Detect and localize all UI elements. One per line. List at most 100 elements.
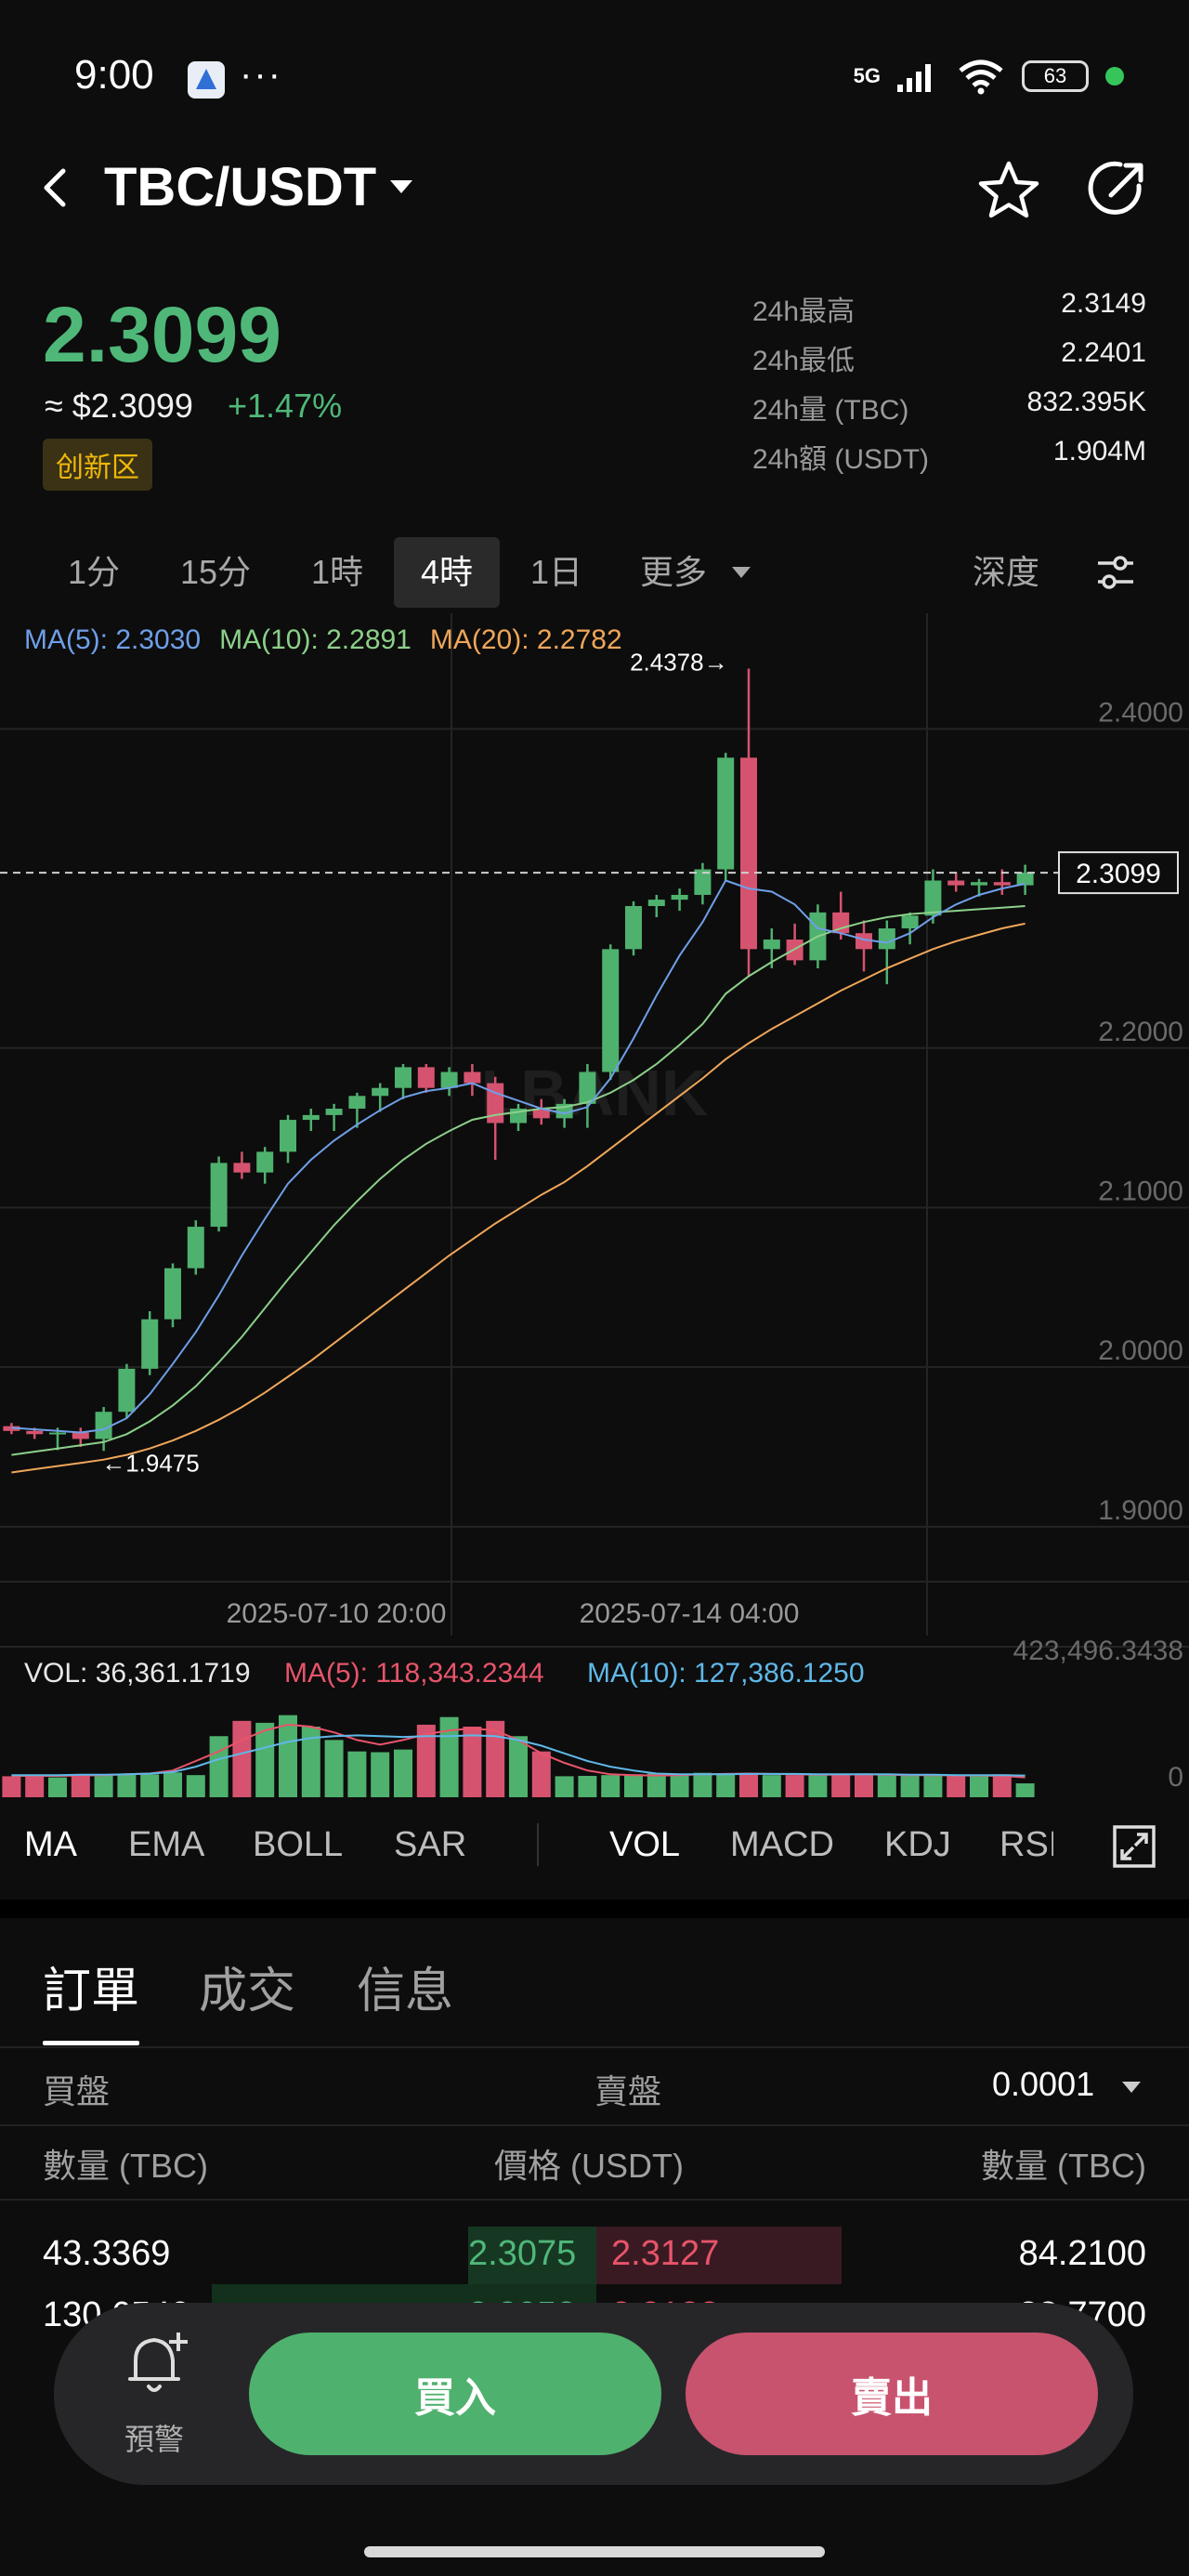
zone-badge: 创新区 [43,439,152,491]
chevron-down-icon[interactable] [732,567,751,578]
ask-label: 賣盤 [594,2072,662,2110]
indicator-ma[interactable]: MA [24,1825,77,1864]
volume-bar [2,1776,21,1797]
alert-label[interactable]: 預警 [124,2423,185,2456]
tab-1m[interactable]: 1分 [67,553,121,591]
tab-1h[interactable]: 1時 [310,553,364,591]
candle-body [924,880,942,916]
volume-bar [992,1774,1012,1797]
volume-bar [877,1774,896,1797]
candle-body [348,1096,366,1110]
ask-qty-header: 數量 (TBC) [981,2147,1146,2185]
volume-bar [855,1775,873,1797]
volume-bar [739,1774,758,1797]
tab-15m[interactable]: 15分 [179,553,252,591]
divider [0,2124,1189,2126]
volume-bar [163,1772,182,1797]
fullscreen-icon[interactable] [1111,1823,1157,1870]
volume-bar [347,1751,367,1797]
volume-bar [209,1736,229,1797]
indicator-sar[interactable]: SAR [394,1825,467,1864]
price-change: +1.47% [228,387,343,425]
tab-more[interactable]: 更多 [639,553,707,591]
chevron-down-icon[interactable] [390,180,412,193]
buy-button[interactable]: 買入 [249,2333,661,2455]
pair-selector[interactable]: TBC/USDT [104,157,377,217]
network-label: 5G [853,64,881,87]
indicator-ema[interactable]: EMA [128,1825,205,1864]
stat-row: 24h量 (TBC) 832.395K [752,387,1146,436]
candle-body [532,1109,550,1119]
stat-label: 24h最低 [752,346,856,376]
precision-select[interactable]: 0.0001 [992,2065,1095,2103]
candle-body [280,1120,296,1152]
volume-bar [324,1740,344,1797]
tab-depth[interactable]: 深度 [972,553,1039,591]
sell-button[interactable]: 賣出 [686,2333,1098,2455]
candle-body [763,940,780,950]
home-indicator[interactable] [364,2546,825,2557]
ma10-line [11,905,1026,1456]
ask-price[interactable]: 2.3127 [611,2234,720,2273]
volume-bar [762,1775,781,1797]
tab-indicator [43,2041,139,2045]
volume-bar [301,1726,320,1797]
candle-body [141,1319,159,1369]
volume-bar [232,1720,252,1797]
candle-body [302,1114,320,1121]
volume-legend: VOL: 36,361.1719 [24,1658,251,1689]
x-tick-label: 2025-07-14 04:00 [580,1598,800,1629]
candle-body [464,1071,481,1084]
stat-label: 24h最高 [752,296,856,327]
candle-body [993,882,1011,886]
candle-body [49,1432,66,1435]
indicator-rsi[interactable]: RSI [1000,1825,1053,1864]
candle-body [901,915,919,929]
indicator-macd[interactable]: MACD [730,1825,834,1864]
candle-body [579,1071,596,1104]
candle-body [971,882,987,886]
current-price-box [1058,851,1179,895]
ma-legend: MA(5): 2.3030 MA(10): 2.2891 MA(20): 2.2… [24,624,622,656]
min-price-label: ←1.9475 [101,1449,200,1477]
toolbar-divider [537,1823,539,1866]
share-icon[interactable] [1087,158,1148,219]
bid-price[interactable]: 2.3075 [468,2234,577,2273]
candle-body [95,1412,112,1439]
status-right: 5G 63 [854,56,1124,97]
volume-bar [970,1775,988,1797]
tab-1d[interactable]: 1日 [529,553,583,591]
volume-bar [785,1775,804,1797]
stat-row: 24h最高 2.3149 [752,288,1146,337]
current-price-label: 2.3099 [1076,859,1161,889]
indicator-vol[interactable]: VOL [609,1825,681,1864]
candle-body [625,905,642,950]
volume-bar [117,1773,137,1797]
volume-bar [48,1777,67,1797]
volume-max-label: 423,496.3438 [1013,1636,1183,1666]
volume-bar [140,1774,160,1797]
section-divider [0,1899,1189,1918]
chevron-down-icon[interactable] [1122,2082,1141,2093]
candle-body [440,1071,458,1088]
ma5-line [11,879,1026,1434]
tab-4h[interactable]: 4時 [394,537,500,608]
tab-trades[interactable]: 成交 [199,1965,296,2018]
stat-value: 2.2401 [1061,337,1146,368]
volume-bar [486,1720,505,1797]
tab-orders[interactable]: 訂單 [43,1965,140,2018]
indicator-kdj[interactable]: KDJ [884,1825,951,1864]
tab-info[interactable]: 信息 [357,1965,454,2018]
volume-bar [947,1776,966,1797]
candlestick-chart[interactable]: 2.40002.20002.10002.00001.9000LBANK2.309… [0,613,1189,1803]
back-icon[interactable] [37,164,74,212]
candle-body [210,1163,228,1228]
volume-bar [186,1775,205,1797]
settings-sliders-icon[interactable] [1094,552,1137,593]
indicator-boll[interactable]: BOLL [253,1825,344,1864]
star-icon[interactable] [975,158,1042,225]
y-tick-label: 2.2000 [1098,1017,1183,1047]
wifi-icon [959,59,1003,95]
ma20-legend: MA(20): 2.2782 [429,624,622,655]
bell-plus-icon[interactable] [121,2327,193,2401]
